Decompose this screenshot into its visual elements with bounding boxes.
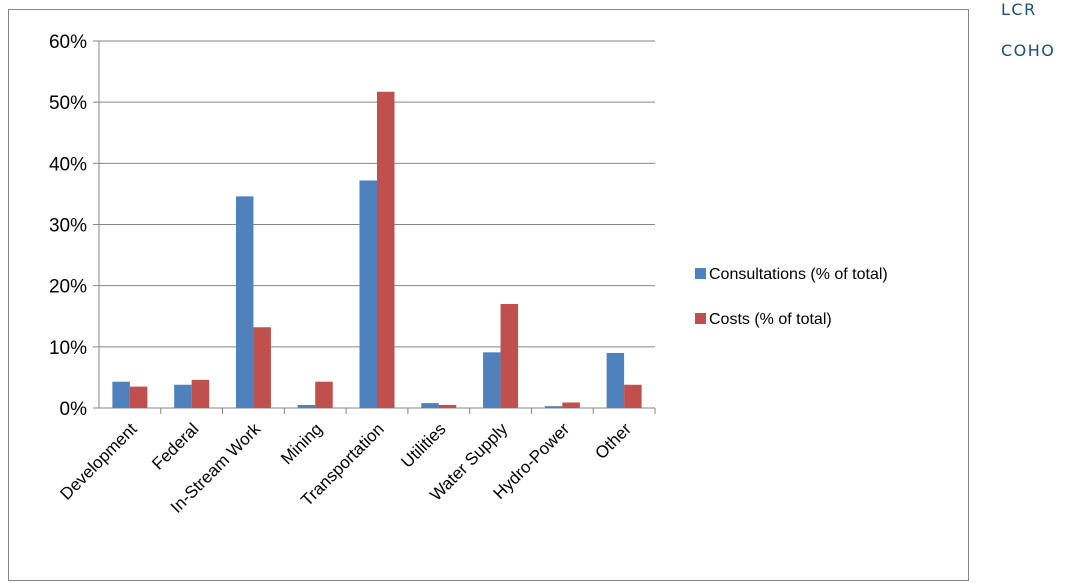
y-tick-label: 60%: [49, 32, 87, 53]
x-tick-label: Other: [591, 419, 635, 463]
y-tick-label: 20%: [49, 277, 87, 298]
bar-costs: [562, 402, 580, 408]
bar-consultations: [235, 196, 254, 408]
legend-label: Consultations (% of total): [709, 266, 888, 283]
bar-costs: [438, 404, 457, 408]
bar-consultations: [359, 180, 377, 408]
bar-consultations: [112, 381, 130, 408]
x-tick-label: Mining: [277, 419, 326, 468]
bar-costs: [624, 384, 642, 408]
legend-swatch: [695, 268, 706, 279]
y-tick-label: 40%: [49, 154, 87, 175]
bar-costs: [191, 379, 210, 408]
x-tick-label: Utilities: [397, 419, 449, 471]
y-tick-label: 10%: [49, 338, 87, 359]
bar-costs: [377, 91, 395, 408]
x-tick-label: Development: [56, 419, 140, 503]
bar-consultations: [483, 352, 501, 408]
chart-frame: [8, 9, 969, 581]
bar-costs: [253, 327, 271, 408]
y-tick-label: 30%: [49, 216, 87, 237]
bar-costs: [500, 304, 519, 408]
x-tick-label: Federal: [148, 419, 202, 473]
legend-label: Costs (% of total): [709, 311, 832, 328]
bar-costs: [129, 386, 148, 408]
bar-costs: [315, 381, 333, 408]
bar-consultations: [174, 384, 192, 408]
y-tick-label: 0%: [60, 399, 88, 420]
y-tick-label: 50%: [49, 93, 87, 114]
bar-consultations: [297, 404, 316, 408]
bar-consultations: [421, 403, 439, 408]
bar-consultations: [544, 406, 563, 408]
side-label-coho: COHO: [1001, 41, 1056, 60]
bar-consultations: [606, 352, 625, 408]
side-label-lcr: LCR: [1001, 0, 1037, 19]
legend-swatch: [695, 313, 706, 324]
